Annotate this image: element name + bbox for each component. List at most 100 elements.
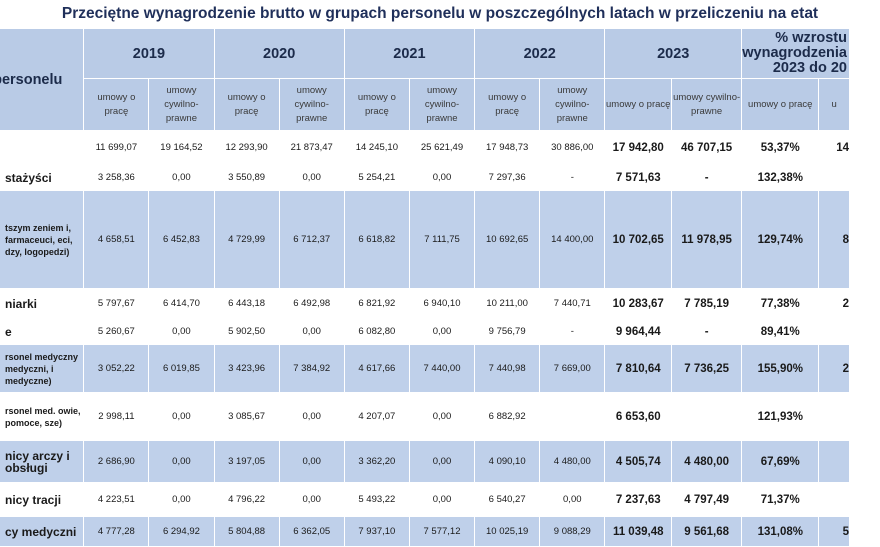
cell-value: 0,00 xyxy=(148,392,215,441)
cell-value: 9 561,68 xyxy=(671,516,743,547)
cell-value: 6 940,10 xyxy=(408,288,476,319)
cell-value: 7 111,75 xyxy=(408,190,476,289)
cell-value: 77,38% xyxy=(741,288,820,319)
cell-value: 4 777,28 xyxy=(83,516,150,547)
cell-value: 0,00 xyxy=(278,392,345,441)
cell-value: 132,38% xyxy=(741,164,820,191)
cell-value: 7 577,12 xyxy=(408,516,476,547)
cell-value: 7 440,00 xyxy=(408,344,476,393)
cell-value: 12 293,90 xyxy=(213,130,280,165)
cell-value xyxy=(818,318,850,345)
cell-value: 5 254,21 xyxy=(343,164,410,191)
cell-value: 0,00 xyxy=(408,392,476,441)
cell-value: 6 019,85 xyxy=(148,344,215,393)
cell-value: 3 362,20 xyxy=(343,440,410,483)
cell-value: 25 621,49 xyxy=(408,130,476,165)
cell-value xyxy=(671,392,743,441)
cell-value: 6 882,92 xyxy=(474,392,541,441)
table-title: Przeciętne wynagrodzenie brutto w grupac… xyxy=(61,5,819,22)
cell-value: 4 797,49 xyxy=(671,482,743,517)
pct-growth-header: % wzrostu wynagrodzenia 2023 do 20 xyxy=(741,28,850,79)
category-header: a personelu xyxy=(0,28,85,131)
cell-value: 8 xyxy=(818,190,850,289)
cell-value: 10 211,00 xyxy=(474,288,541,319)
cell-value: 4 090,10 xyxy=(474,440,541,483)
row-category: niarki xyxy=(0,288,85,319)
table-row: nicy arczy i obsługi 2 686,90 0,00 3 197,05… xyxy=(0,440,850,483)
cell-value: - xyxy=(539,164,606,191)
row-category: rsonel medyczny medyczni, i medyczne) xyxy=(0,344,85,393)
cell-value: 11 978,95 xyxy=(671,190,743,289)
salary-table: a personelu 2019 2020 2021 2022 2023 % w… xyxy=(0,28,850,547)
cell-value: 0,00 xyxy=(278,440,345,483)
sub-uop-2020: umowy o pracę xyxy=(213,78,280,131)
row-category xyxy=(0,130,85,165)
cell-value: 5 493,22 xyxy=(343,482,410,517)
cell-value: 0,00 xyxy=(408,482,476,517)
cell-value: 129,74% xyxy=(741,190,820,289)
cell-value: 14 245,10 xyxy=(343,130,410,165)
row-category: nicy tracji xyxy=(0,482,85,517)
cell-value: 7 440,98 xyxy=(474,344,541,393)
cell-value: 10 283,67 xyxy=(604,288,673,319)
sub-cp-2022: umowy cywilno-prawne xyxy=(539,78,606,131)
cell-value: 0,00 xyxy=(408,164,476,191)
cell-value: 2 xyxy=(818,344,850,393)
cell-value: 0,00 xyxy=(278,482,345,517)
subheader-row: umowy o pracę umowy cywilno-prawne umowy… xyxy=(0,78,850,131)
cell-value: 0,00 xyxy=(408,440,476,483)
cell-value: 0,00 xyxy=(148,318,215,345)
cell-value: 7 785,19 xyxy=(671,288,743,319)
cell-value: 30 886,00 xyxy=(539,130,606,165)
cell-value: 6 362,05 xyxy=(278,516,345,547)
cell-value: 6 452,83 xyxy=(148,190,215,289)
sub-pct-uop: umowy o pracę xyxy=(741,78,820,131)
cell-value: 17 948,73 xyxy=(474,130,541,165)
cell-value xyxy=(818,440,850,483)
sub-cp-2023: umowy cywilno-prawne xyxy=(671,78,743,131)
cell-value: 11 699,07 xyxy=(83,130,150,165)
cell-value: 2 686,90 xyxy=(83,440,150,483)
cell-value: 46 707,15 xyxy=(671,130,743,165)
cell-value: 67,69% xyxy=(741,440,820,483)
cell-value: 7 736,25 xyxy=(671,344,743,393)
cell-value: 3 052,22 xyxy=(83,344,150,393)
cell-value: - xyxy=(671,318,743,345)
cell-value: 9 756,79 xyxy=(474,318,541,345)
cell-value: 7 810,64 xyxy=(604,344,673,393)
row-category: stażyści xyxy=(0,164,85,191)
table-row: tszym zeniem i, farmaceuci, eci, dzy, lo… xyxy=(0,190,850,289)
cell-value: 6 082,80 xyxy=(343,318,410,345)
cell-value xyxy=(818,482,850,517)
cell-value: 6 540,27 xyxy=(474,482,541,517)
row-category: rsonel med. owie, pomoce, sze) xyxy=(0,392,85,441)
table-row: nicy tracji 4 223,51 0,00 4 796,22 0,00 5 493… xyxy=(0,482,850,517)
cell-value: 10 702,65 xyxy=(604,190,673,289)
cell-value: 7 297,36 xyxy=(474,164,541,191)
cell-value: 7 571,63 xyxy=(604,164,673,191)
sub-uop-2022: umowy o pracę xyxy=(474,78,541,131)
cell-value: 7 237,63 xyxy=(604,482,673,517)
table-row: rsonel med. owie, pomoce, sze) 2 998,11 0,… xyxy=(0,392,850,441)
cell-value: 6 618,82 xyxy=(343,190,410,289)
cell-value: 0,00 xyxy=(539,482,606,517)
cell-value: 4 480,00 xyxy=(539,440,606,483)
cell-value: - xyxy=(671,164,743,191)
cell-value: 6 712,37 xyxy=(278,190,345,289)
cell-value: 89,41% xyxy=(741,318,820,345)
cell-value: 3 550,89 xyxy=(213,164,280,191)
cell-value xyxy=(818,164,850,191)
table-row: stażyści 3 258,36 0,00 3 550,89 0,00 5 254,21… xyxy=(0,164,850,191)
cell-value: 71,37% xyxy=(741,482,820,517)
cell-value: 4 796,22 xyxy=(213,482,280,517)
sub-cp-2021: umowy cywilno-prawne xyxy=(408,78,476,131)
row-category: cy medyczni xyxy=(0,516,85,547)
row-category: e xyxy=(0,318,85,345)
cell-value xyxy=(539,392,606,441)
year-header-row: a personelu 2019 2020 2021 2022 2023 % w… xyxy=(0,28,850,131)
cell-value: 4 617,66 xyxy=(343,344,410,393)
cell-value: 0,00 xyxy=(148,164,215,191)
cell-value: 121,93% xyxy=(741,392,820,441)
cell-value: 6 492,98 xyxy=(278,288,345,319)
